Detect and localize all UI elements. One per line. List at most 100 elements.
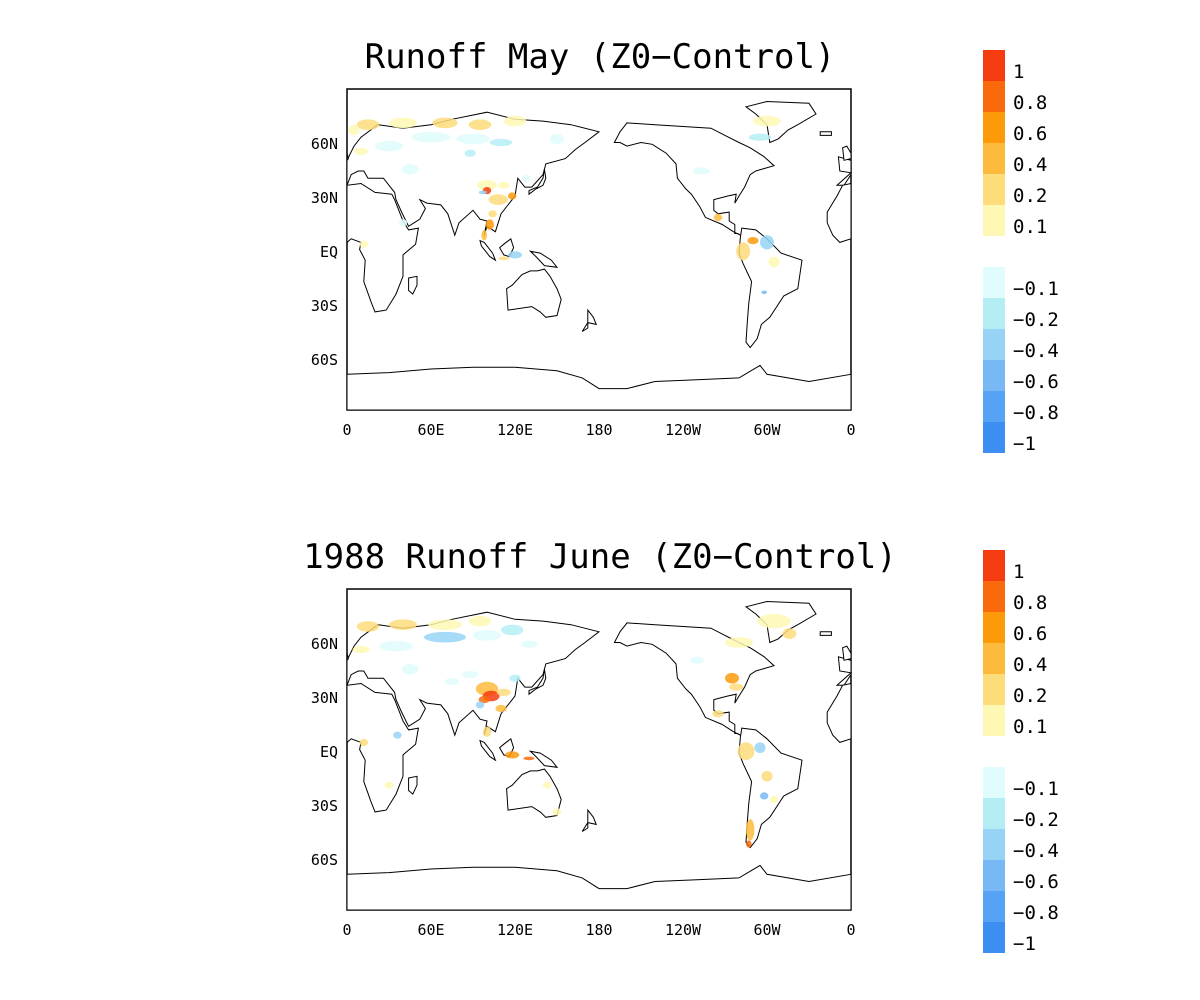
runoff-anomaly-patch bbox=[393, 731, 402, 739]
runoff-anomaly-patch bbox=[769, 795, 779, 803]
runoff-anomaly-patch bbox=[389, 117, 417, 129]
runoff-anomaly-patch bbox=[485, 219, 494, 230]
runoff-anomaly-patch bbox=[348, 124, 360, 136]
antarctica-coastline bbox=[346, 364, 852, 411]
runoff-anomaly-patch bbox=[401, 164, 419, 175]
runoff-anomaly-patch bbox=[477, 180, 497, 191]
map-panel-june-svg: 1988 Runoff June (Z0−Control) 60N 30N EQ… bbox=[303, 537, 1059, 955]
runoff-anomaly-patch bbox=[359, 738, 368, 746]
colorbar-label: −1 bbox=[1013, 433, 1036, 455]
uk-coastline bbox=[346, 646, 349, 662]
colorbar-label: −1 bbox=[1013, 933, 1036, 955]
runoff-anomaly-patch bbox=[754, 742, 766, 753]
runoff-anomaly-patch bbox=[468, 119, 492, 130]
tick-eq: EQ bbox=[320, 743, 338, 761]
colorbar-label: −0.6 bbox=[1013, 871, 1059, 893]
colorbar-swatch bbox=[983, 143, 1005, 174]
colorbar-swatch bbox=[983, 922, 1005, 953]
runoff-anomaly-field bbox=[348, 115, 781, 295]
south-america-coastline bbox=[738, 727, 803, 849]
new-guinea-coastline bbox=[528, 750, 559, 768]
colorbar-label: 0.6 bbox=[1013, 123, 1047, 145]
runoff-anomaly-patch bbox=[411, 131, 451, 143]
map-panel-may: Runoff May (Z0−Control) 60N 30N EQ 30S 6… bbox=[311, 37, 1059, 455]
colorbar-label: −0.1 bbox=[1013, 278, 1059, 300]
runoff-anomaly-patch bbox=[478, 190, 487, 195]
colorbar-swatch bbox=[983, 174, 1005, 205]
colorbar-label: 0.1 bbox=[1013, 216, 1047, 238]
runoff-anomaly-patch bbox=[522, 174, 531, 182]
runoff-anomaly-patch bbox=[782, 628, 797, 639]
runoff-anomaly-patch bbox=[509, 674, 521, 682]
map-frame bbox=[346, 88, 853, 411]
tick-180: 180 bbox=[585, 921, 612, 939]
runoff-anomaly-patch bbox=[737, 742, 755, 761]
runoff-anomaly-patch bbox=[461, 671, 479, 679]
south-america-coastline bbox=[738, 227, 803, 349]
runoff-anomaly-patch bbox=[473, 630, 501, 641]
colorbar-swatch bbox=[983, 798, 1005, 829]
map-frame bbox=[346, 588, 853, 911]
runoff-anomaly-patch bbox=[508, 251, 522, 259]
runoff-anomaly-patch bbox=[352, 646, 370, 654]
colorbar-label: −0.4 bbox=[1013, 840, 1059, 862]
tick-60w: 60W bbox=[753, 421, 781, 439]
runoff-anomaly-patch bbox=[424, 631, 466, 643]
colorbar-swatch bbox=[983, 705, 1005, 736]
runoff-anomaly-patch bbox=[692, 167, 710, 175]
runoff-anomaly-patch bbox=[761, 290, 767, 295]
map-panel-june: 1988 Runoff June (Z0−Control) 60N 30N EQ… bbox=[0, 500, 1200, 1000]
australia-coastline bbox=[506, 768, 562, 818]
panel-title: Runoff May (Z0−Control) bbox=[365, 37, 836, 77]
runoff-anomaly-patch bbox=[498, 256, 510, 261]
new-zealand-coastline bbox=[581, 308, 598, 332]
x-axis-ticks: 0 60E 120E 180 120W 60W 0 bbox=[342, 921, 855, 939]
runoff-anomaly-patch bbox=[768, 256, 780, 268]
runoff-anomaly-patch bbox=[498, 181, 510, 189]
runoff-anomaly-patch bbox=[489, 138, 513, 147]
runoff-anomaly-patch bbox=[523, 756, 535, 761]
iceland-coastline-wrap bbox=[819, 631, 832, 636]
borneo-coastline bbox=[498, 237, 515, 258]
colorbar-label: 0.2 bbox=[1013, 685, 1047, 707]
runoff-anomaly-patch bbox=[760, 792, 769, 800]
runoff-anomaly-patch bbox=[384, 781, 394, 789]
colorbar-swatch bbox=[983, 391, 1005, 422]
antarctica-coastline bbox=[346, 864, 852, 911]
runoff-anomaly-patch bbox=[725, 637, 753, 648]
tick-0-right: 0 bbox=[846, 421, 855, 439]
tick-60e: 60E bbox=[417, 921, 444, 939]
tick-60n: 60N bbox=[311, 135, 338, 153]
tick-60e: 60E bbox=[417, 421, 444, 439]
runoff-anomaly-patch bbox=[753, 115, 781, 127]
runoff-anomaly-patch bbox=[496, 688, 511, 696]
runoff-anomaly-patch bbox=[501, 624, 524, 636]
runoff-anomaly-patch bbox=[712, 710, 724, 718]
tick-0-left: 0 bbox=[342, 421, 351, 439]
tick-0-left: 0 bbox=[342, 921, 351, 939]
runoff-anomaly-patch bbox=[354, 147, 368, 155]
iceland-coastline-wrap bbox=[819, 131, 832, 136]
colorbar-swatch bbox=[983, 891, 1005, 922]
runoff-anomaly-patch bbox=[725, 672, 739, 684]
africa-coastline-wrap bbox=[826, 182, 852, 312]
runoff-anomaly-patch bbox=[748, 133, 772, 141]
africa-coastline bbox=[346, 682, 420, 813]
runoff-anomaly-patch bbox=[736, 242, 751, 261]
colorbar-swatch bbox=[983, 267, 1005, 298]
runoff-anomaly-patch bbox=[508, 192, 517, 200]
tick-180: 180 bbox=[585, 421, 612, 439]
eurasia-coastline bbox=[346, 111, 601, 237]
tick-eq: EQ bbox=[320, 243, 338, 261]
runoff-anomaly-patch bbox=[503, 115, 527, 127]
runoff-anomaly-patch bbox=[746, 840, 752, 848]
new-zealand-coastline bbox=[581, 808, 598, 832]
tick-60s: 60S bbox=[311, 851, 338, 869]
runoff-anomaly-patch bbox=[375, 140, 403, 152]
runoff-anomaly-patch bbox=[478, 696, 490, 704]
colorbar-label: −0.6 bbox=[1013, 371, 1059, 393]
sumatra-coastline bbox=[479, 739, 497, 762]
colorbar: 1 0.8 0.6 0.4 0.2 0.1 −0.1 −0.2 −0.4 −0.6 −0.8 −1 bbox=[983, 550, 1059, 955]
tick-60s: 60S bbox=[311, 351, 338, 369]
runoff-anomaly-patch bbox=[379, 640, 413, 652]
